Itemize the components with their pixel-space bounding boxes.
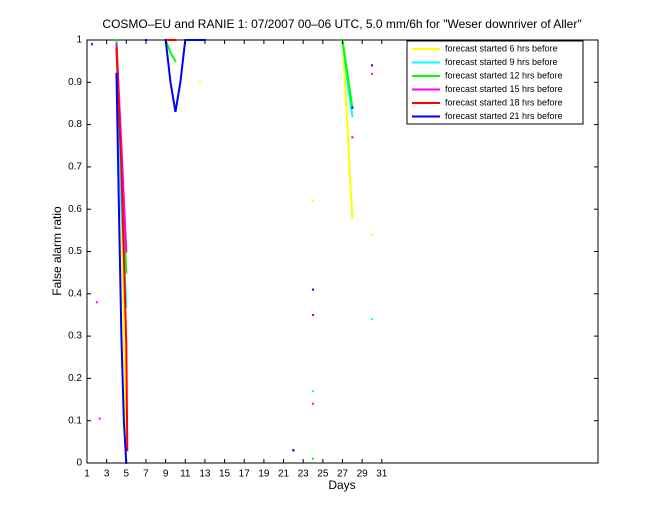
legend-label: forecast started 18 hrs before <box>445 97 563 107</box>
y-tick-label: 0.1 <box>68 415 82 426</box>
x-tick-label: 21 <box>278 469 290 480</box>
legend-label: forecast started 12 hrs before <box>445 70 563 80</box>
x-tick-label: 31 <box>376 469 388 480</box>
x-tick-label: 1 <box>84 469 90 480</box>
x-tick-label: 15 <box>219 469 231 480</box>
y-tick-label: 0.7 <box>68 162 82 173</box>
legend-label: forecast started 9 hrs before <box>445 57 558 67</box>
legend-label: forecast started 15 hrs before <box>445 84 563 94</box>
y-axis-label: False alarm ratio <box>50 206 64 296</box>
y-tick-label: 0.9 <box>68 77 82 88</box>
x-tick-label: 3 <box>104 469 110 480</box>
y-tick-label: 0.8 <box>68 119 82 130</box>
x-axis-label: Days <box>328 478 355 492</box>
x-tick-label: 29 <box>357 469 369 480</box>
x-tick-label: 19 <box>258 469 270 480</box>
x-tick-label: 17 <box>239 469 251 480</box>
chart-title: COSMO–EU and RANIE 1: 07/2007 00–06 UTC,… <box>102 17 581 31</box>
y-tick-label: 1 <box>76 35 82 46</box>
x-tick-label: 25 <box>317 469 329 480</box>
y-tick-label: 0.2 <box>68 373 82 384</box>
x-tick-label: 23 <box>298 469 310 480</box>
legend-label: forecast started 21 hrs before <box>445 111 563 121</box>
x-tick-label: 13 <box>199 469 211 480</box>
x-tick-label: 5 <box>124 469 130 480</box>
x-tick-label: 11 <box>180 469 191 480</box>
legend-box <box>406 40 584 125</box>
y-tick-label: 0.5 <box>68 246 82 257</box>
x-tick-label: 27 <box>337 469 349 480</box>
y-tick-label: 0.3 <box>68 331 82 342</box>
y-tick-label: 0.6 <box>68 204 82 215</box>
y-tick-label: 0.4 <box>68 288 82 299</box>
x-tick-label: 7 <box>143 469 149 480</box>
y-tick-label: 0 <box>76 458 82 469</box>
series-line <box>115 38 373 393</box>
legend-label: forecast started 6 hrs before <box>445 43 558 53</box>
x-tick-label: 9 <box>163 469 169 480</box>
